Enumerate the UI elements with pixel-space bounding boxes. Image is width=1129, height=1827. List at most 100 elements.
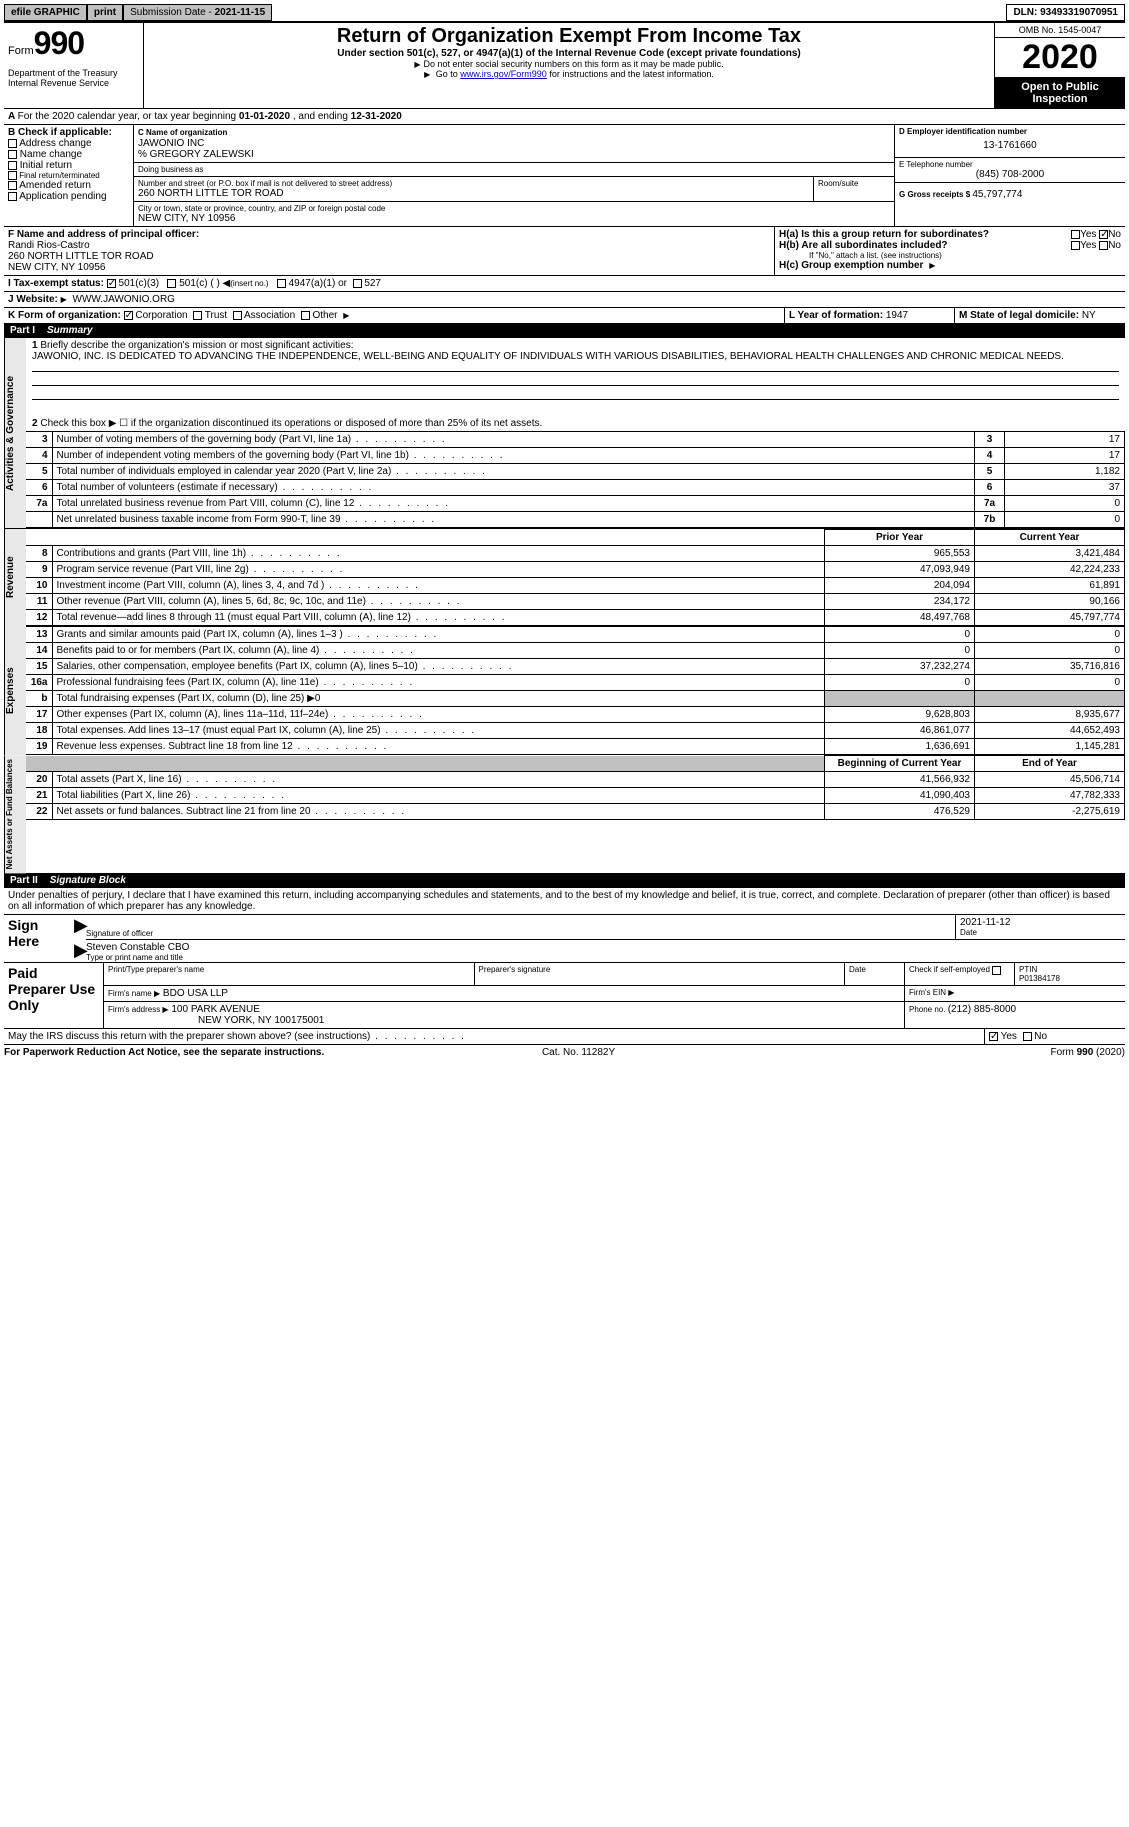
- name-title-label: Type or print name and title: [86, 953, 1125, 962]
- section-fh: F Name and address of principal officer:…: [4, 226, 1125, 275]
- paid-preparer-block: Paid Preparer Use Only Print/Type prepar…: [4, 962, 1125, 1028]
- form-number: Form990: [8, 25, 139, 62]
- self-employed[interactable]: Check if self-employed: [905, 963, 1015, 985]
- vlabel-rev: Revenue: [4, 529, 26, 626]
- line-klm: K Form of organization: Corporation Trus…: [4, 307, 1125, 323]
- room-label: Room/suite: [814, 177, 894, 201]
- part1-header: Part ISummary: [4, 323, 1125, 338]
- table-row: 5Total number of individuals employed in…: [26, 464, 1125, 480]
- note-ssn: Do not enter social security numbers on …: [148, 59, 990, 69]
- table-row: 4Number of independent voting members of…: [26, 448, 1125, 464]
- b-label: B Check if applicable:: [8, 127, 129, 138]
- table-row: 15Salaries, other compensation, employee…: [26, 659, 1125, 675]
- print-button[interactable]: print: [87, 4, 123, 21]
- form-title: Return of Organization Exempt From Incom…: [148, 25, 990, 48]
- efile-label: efile GRAPHIC: [11, 7, 80, 18]
- ptin-label: PTIN: [1019, 965, 1037, 974]
- table-row: Prior YearCurrent Year: [26, 530, 1125, 546]
- table-row: 13Grants and similar amounts paid (Part …: [26, 627, 1125, 643]
- table-row: 9Program service revenue (Part VIII, lin…: [26, 562, 1125, 578]
- org-name: JAWONIO INC: [138, 138, 204, 149]
- vlabel-exp: Expenses: [4, 626, 26, 755]
- e-label: E Telephone number: [899, 160, 1121, 169]
- g-label: G Gross receipts $: [899, 190, 972, 199]
- firm-ein-label: Firm's EIN ▶: [905, 986, 1125, 1001]
- website: WWW.JAWONIO.ORG: [73, 294, 175, 305]
- prep-date-label: Date: [845, 963, 905, 985]
- vlabel-net: Net Assets or Fund Balances: [4, 755, 26, 873]
- table-row: 17Other expenses (Part IX, column (A), l…: [26, 707, 1125, 723]
- b-opt-5[interactable]: Application pending: [8, 191, 129, 202]
- table-row: 16aProfessional fundraising fees (Part I…: [26, 675, 1125, 691]
- department: Department of the Treasury Internal Reve…: [8, 68, 139, 88]
- cat-no: Cat. No. 11282Y: [542, 1047, 615, 1058]
- dba-label: Doing business as: [134, 163, 894, 177]
- ein: 13-1761660: [899, 136, 1121, 155]
- sig-date: 2021-11-12: [960, 917, 1121, 928]
- ptin: P01384178: [1019, 974, 1060, 983]
- sign-here-label: Sign Here: [4, 915, 74, 962]
- hb-note: If "No," attach a list. (see instruction…: [779, 251, 1121, 260]
- vlabel-ag: Activities & Governance: [4, 338, 26, 528]
- officer-addr2: NEW CITY, NY 10956: [8, 262, 105, 273]
- b-opt-1[interactable]: Name change: [8, 149, 129, 160]
- part2-header: Part IISignature Block: [4, 873, 1125, 888]
- irs-link[interactable]: www.irs.gov/Form990: [460, 69, 547, 79]
- officer-name-title: Steven Constable CBO: [86, 942, 1125, 953]
- table-row: 3Number of voting members of the governi…: [26, 432, 1125, 448]
- b-opt-4[interactable]: Amended return: [8, 180, 129, 191]
- prep-sig-label: Preparer's signature: [475, 963, 846, 985]
- officer-addr1: 260 NORTH LITTLE TOR ROAD: [8, 251, 154, 262]
- city-label: City or town, state or province, country…: [138, 204, 890, 213]
- declaration: Under penalties of perjury, I declare th…: [4, 888, 1125, 914]
- firm-city: NEW YORK, NY 100175001: [108, 1015, 324, 1026]
- hc: H(c) Group exemption number: [779, 260, 1121, 271]
- table-row: 22Net assets or fund balances. Subtract …: [26, 804, 1125, 820]
- prep-name-label: Print/Type preparer's name: [104, 963, 475, 985]
- l2-text: Check this box ▶ ☐ if the organization d…: [40, 418, 542, 429]
- table-row: 10Investment income (Part VIII, column (…: [26, 578, 1125, 594]
- table-row: bTotal fundraising expenses (Part IX, co…: [26, 691, 1125, 707]
- d-label: D Employer identification number: [899, 127, 1121, 136]
- submission-date: Submission Date - 2021-11-15: [123, 4, 272, 21]
- table-row: 7aTotal unrelated business revenue from …: [26, 496, 1125, 512]
- note-link: Go to www.irs.gov/Form990 for instructio…: [148, 69, 990, 79]
- table-row: Net unrelated business taxable income fr…: [26, 512, 1125, 528]
- sig-officer-label: Signature of officer: [86, 915, 955, 940]
- org-address: 260 NORTH LITTLE TOR ROAD: [138, 188, 809, 199]
- table-row: 11Other revenue (Part VIII, column (A), …: [26, 594, 1125, 610]
- open-inspection: Open to Public Inspection: [995, 78, 1125, 108]
- l1-label: Briefly describe the organization's miss…: [40, 340, 353, 351]
- section-bcdefg: B Check if applicable: Address change Na…: [4, 124, 1125, 226]
- b-opt-2[interactable]: Initial return: [8, 160, 129, 171]
- paperwork-notice: For Paperwork Reduction Act Notice, see …: [4, 1047, 324, 1058]
- sig-date-label: Date: [960, 928, 1121, 937]
- c-name-label: C Name of organization: [138, 128, 227, 137]
- addr-label: Number and street (or P.O. box if mail i…: [138, 179, 809, 188]
- paid-preparer-label: Paid Preparer Use Only: [4, 963, 104, 1028]
- tax-year: 2020: [995, 38, 1125, 78]
- gross-receipts: 45,797,774: [972, 189, 1022, 200]
- ag-table: 3Number of voting members of the governi…: [26, 431, 1125, 528]
- form-ref: Form 990 (2020): [1050, 1047, 1124, 1058]
- netassets-section: Net Assets or Fund Balances Beginning of…: [4, 755, 1125, 873]
- efile-button[interactable]: efile GRAPHIC: [4, 4, 87, 21]
- activities-governance: Activities & Governance 1 Briefly descri…: [4, 338, 1125, 528]
- b-opt-0[interactable]: Address change: [8, 138, 129, 149]
- form-header: Form990 Department of the Treasury Inter…: [4, 23, 1125, 108]
- b-opt-3[interactable]: Final return/terminated: [8, 171, 129, 180]
- table-row: 12Total revenue—add lines 8 through 11 (…: [26, 610, 1125, 626]
- firm-name: BDO USA LLP: [163, 988, 228, 999]
- may-irs-discuss: May the IRS discuss this return with the…: [4, 1028, 1125, 1044]
- table-row: 14Benefits paid to or for members (Part …: [26, 643, 1125, 659]
- table-row: Beginning of Current YearEnd of Year: [26, 756, 1125, 772]
- print-label: print: [94, 7, 116, 18]
- org-city: NEW CITY, NY 10956: [138, 213, 890, 224]
- expenses-section: Expenses 13Grants and similar amounts pa…: [4, 626, 1125, 755]
- table-row: 8Contributions and grants (Part VIII, li…: [26, 546, 1125, 562]
- net-table: Beginning of Current YearEnd of Year20To…: [26, 755, 1125, 820]
- form-subtitle: Under section 501(c), 527, or 4947(a)(1)…: [148, 48, 990, 59]
- omb-number: OMB No. 1545-0047: [995, 23, 1125, 38]
- mission-text: JAWONIO, INC. IS DEDICATED TO ADVANCING …: [32, 351, 1064, 362]
- line-a: A For the 2020 calendar year, or tax yea…: [4, 108, 1125, 124]
